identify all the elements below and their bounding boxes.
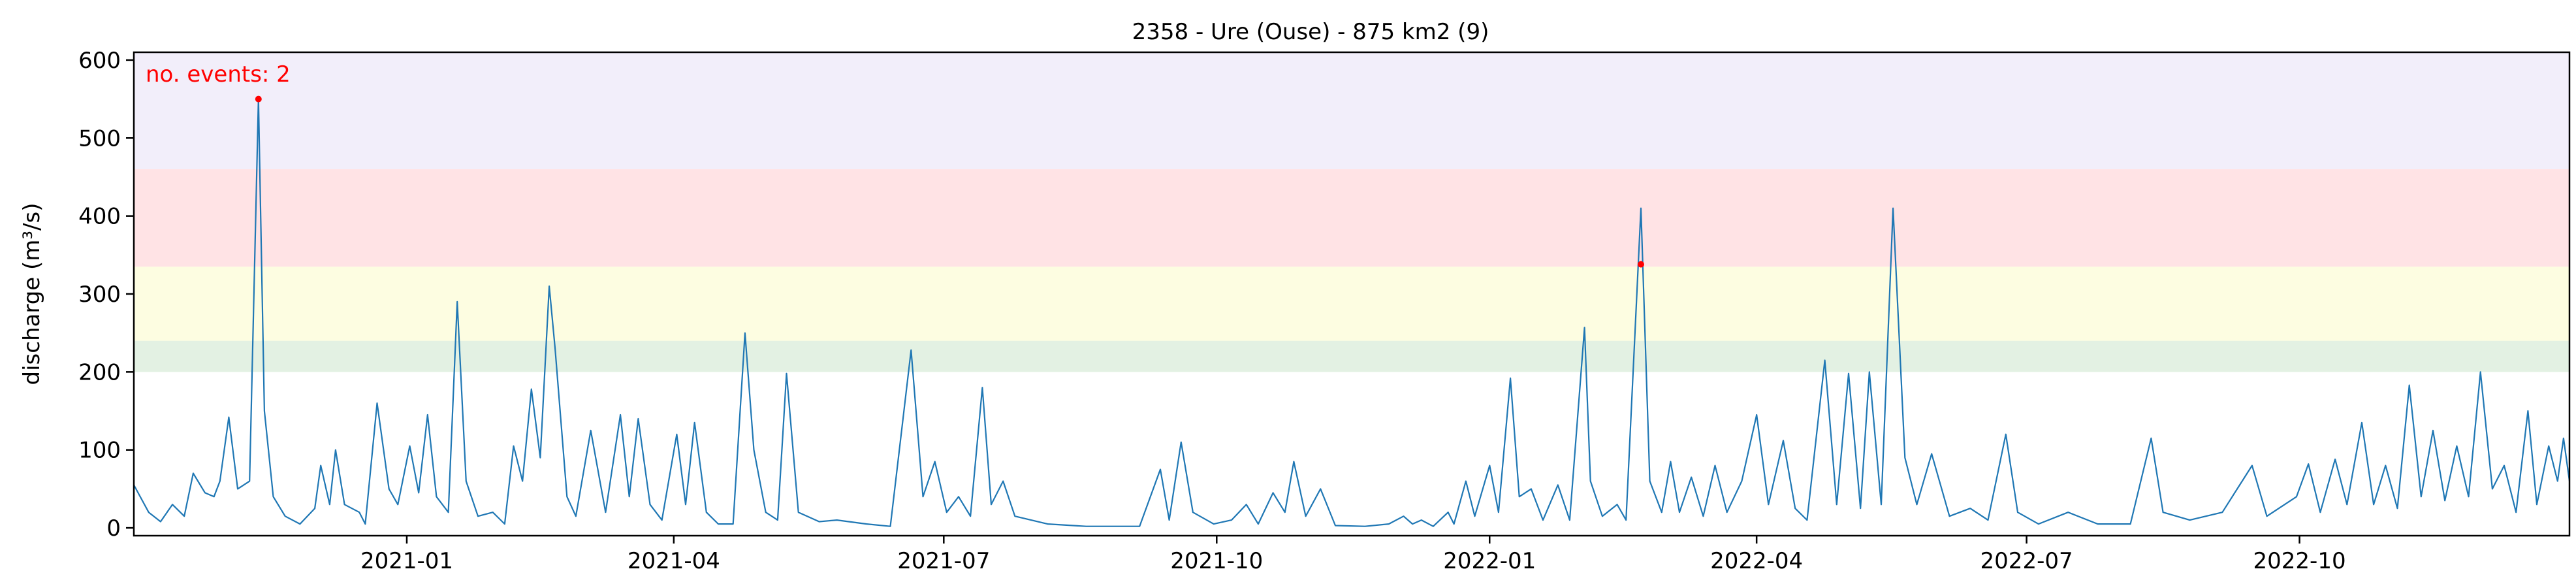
discharge-line: [133, 98, 2571, 527]
y-axis: 0 100 200 300 400 500 600: [78, 48, 134, 542]
y-tick-label: 500: [78, 125, 121, 152]
x-tick-label: 2021-04: [628, 548, 720, 569]
y-tick-label: 0: [106, 515, 121, 542]
chart-title: 2358 - Ure (Ouse) - 875 km2 (9): [1132, 19, 1489, 45]
event-markers: [255, 95, 1644, 268]
x-tick-label: 2021-01: [360, 548, 453, 569]
threshold-band-4: [134, 52, 2569, 170]
y-tick-label: 400: [78, 204, 121, 230]
threshold-band-3: [134, 169, 2569, 267]
event-marker-1: [255, 95, 262, 103]
threshold-bands: [134, 52, 2569, 372]
y-tick-label: 100: [78, 438, 121, 464]
threshold-band-2: [134, 267, 2569, 341]
events-annotation: no. events: 2: [146, 61, 291, 88]
x-axis: 2021-01 2021-04 2021-07 2021-10 2022-01 2022-…: [360, 536, 2346, 569]
x-tick-label: 2022-07: [1980, 548, 2073, 569]
x-tick-label: 2022-10: [2253, 548, 2346, 569]
discharge-series: [133, 98, 2571, 527]
x-tick-label: 2022-04: [1710, 548, 1803, 569]
x-tick-label: 2022-01: [1443, 548, 1536, 569]
y-axis-label: discharge (m³/s): [19, 203, 45, 385]
y-tick-label: 200: [78, 359, 121, 385]
y-tick-label: 600: [78, 48, 121, 74]
event-marker-2: [1637, 261, 1644, 268]
x-tick-label: 2021-07: [897, 548, 990, 569]
x-tick-label: 2021-10: [1170, 548, 1263, 569]
y-tick-label: 300: [78, 282, 121, 308]
threshold-band-1: [134, 340, 2569, 372]
